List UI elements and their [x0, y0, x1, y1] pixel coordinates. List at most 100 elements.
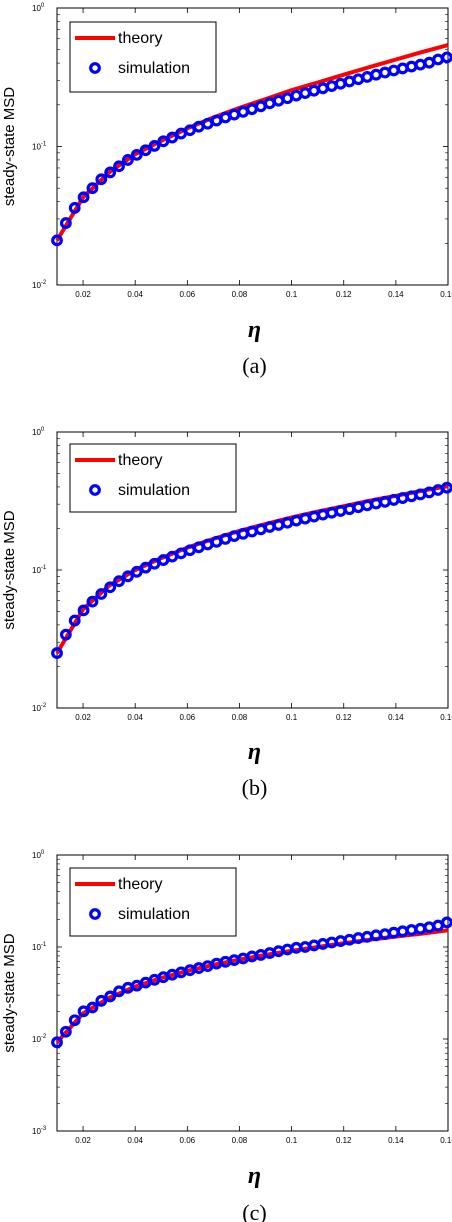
simulation-point [352, 501, 365, 514]
simulation-point [86, 595, 99, 608]
simulation-point [77, 604, 90, 617]
simulation-point [361, 930, 374, 943]
x-tick-label: 0.16 [440, 290, 452, 299]
x-axis-label: η [248, 739, 261, 765]
simulation-point [361, 499, 374, 512]
y-tick-label: 100 [32, 3, 45, 13]
simulation-point [316, 82, 329, 95]
simulation-point [95, 588, 108, 600]
simulation-point [104, 581, 117, 594]
y-tick-label: 100 [32, 850, 45, 860]
x-tick-label: 0.14 [388, 713, 404, 722]
x-tick-label: 0.06 [180, 1136, 196, 1145]
simulation-point [379, 495, 391, 508]
simulation-point [139, 561, 152, 574]
simulation-point [246, 525, 258, 538]
simulation-point [104, 166, 117, 179]
subfigure-caption: (c) [242, 1200, 266, 1222]
simulation-point [130, 148, 143, 161]
simulation-point [343, 933, 356, 946]
simulation-point [290, 941, 303, 954]
legend-box [69, 21, 217, 93]
simulation-point [441, 916, 452, 929]
theory-line [55, 928, 449, 1044]
legend: theory simulation [69, 867, 237, 937]
subfigure-caption: (a) [242, 353, 266, 378]
simulation-point [51, 1036, 63, 1049]
simulation-point [51, 234, 63, 247]
simulation-point [387, 494, 400, 506]
y-axis-label: steady-state MSD [1, 933, 18, 1052]
simulation-point [59, 217, 72, 229]
simulation-point [396, 492, 409, 504]
simulation-point [308, 939, 320, 952]
x-tick-label: 0.02 [75, 713, 91, 722]
x-tick-label: 0.02 [75, 1136, 91, 1145]
x-tick-label: 0.16 [440, 1136, 452, 1145]
simulation-point [113, 575, 125, 588]
simulation-point [77, 1005, 90, 1018]
y-tick-label: 10-2 [32, 1034, 47, 1044]
simulation-point [237, 527, 250, 540]
plot-area [56, 854, 449, 1132]
x-tick-label: 0.04 [127, 1136, 143, 1145]
simulation-point [343, 75, 356, 88]
simulation-point [316, 938, 329, 950]
x-tick-label: 0.12 [336, 713, 352, 722]
x-tick-label: 0.08 [232, 713, 248, 722]
simulation-point [68, 614, 81, 627]
simulation-point [405, 60, 418, 73]
x-tick-label: 0.08 [232, 1136, 248, 1145]
y-axis-label: steady-state MSD [1, 510, 18, 629]
simulation-point [432, 53, 444, 66]
simulation-point [423, 921, 436, 934]
chart-panel-2: 10-2 10-1 100 0.02 0.04 0.06 0.08 0.1 0.12 0.14 0.… [1, 427, 452, 800]
simulation-point [325, 506, 338, 519]
y-tick-label: 100 [32, 427, 45, 437]
chart-panel-3: 10-3 10-2 10-1 100 0.02 0.04 0.06 0.08 0.1 0.12 0.… [1, 850, 452, 1222]
legend-simulation-label: simulation [118, 60, 190, 77]
simulation-point [95, 173, 108, 186]
subfigure-caption: (b) [242, 775, 268, 800]
simulation-point [405, 490, 418, 503]
simulation-point [343, 503, 356, 516]
simulation-point [59, 628, 72, 641]
x-axis-label: η [248, 317, 261, 343]
x-tick-label: 0.02 [75, 290, 91, 299]
y-axis-label: steady-state MSD [1, 87, 18, 206]
simulation-point [104, 990, 117, 1003]
simulation-point [441, 51, 452, 64]
simulation-point [130, 565, 143, 578]
simulation-point [316, 508, 329, 521]
simulation-point [59, 1025, 72, 1038]
simulation-point [405, 924, 418, 936]
simulation-point [379, 928, 391, 941]
simulation-point [308, 510, 320, 523]
x-tick-label: 0.14 [388, 1136, 404, 1145]
simulation-point [263, 521, 276, 533]
simulation-point [387, 64, 400, 77]
simulation-point [95, 994, 108, 1007]
x-tick-label: 0.12 [336, 290, 352, 299]
legend-theory-label: theory [118, 452, 162, 469]
legend-theory-label: theory [118, 30, 162, 47]
simulation-point [334, 505, 347, 517]
y-tick-label: 10-1 [32, 942, 47, 952]
legend-simulation-swatch [89, 62, 101, 74]
simulation-point [299, 512, 312, 525]
simulation-point [352, 932, 365, 944]
y-tick-label: 10-3 [32, 1126, 47, 1136]
simulation-point [396, 925, 409, 938]
y-tick-label: 10-1 [32, 565, 47, 575]
x-tick-label: 0.16 [440, 713, 452, 722]
simulation-point [77, 191, 90, 204]
simulation-point [113, 160, 125, 173]
simulation-point [272, 519, 285, 531]
simulation-point [122, 154, 134, 166]
legend-box [69, 443, 237, 513]
simulation-point [414, 58, 427, 71]
simulation-point [68, 202, 81, 214]
simulation-point [281, 516, 294, 529]
simulation-point [361, 71, 374, 83]
